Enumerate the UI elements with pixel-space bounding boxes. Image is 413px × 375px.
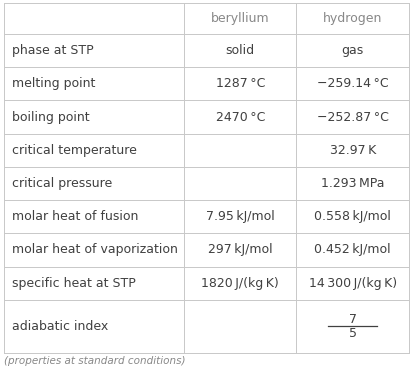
Text: 7: 7 xyxy=(349,313,357,326)
Text: specific heat at STP: specific heat at STP xyxy=(12,277,136,290)
Text: 297 kJ/mol: 297 kJ/mol xyxy=(208,243,273,256)
Text: 2470 °C: 2470 °C xyxy=(216,111,265,124)
Text: critical temperature: critical temperature xyxy=(12,144,137,157)
Text: 1820 J/(kg K): 1820 J/(kg K) xyxy=(202,277,279,290)
Text: molar heat of vaporization: molar heat of vaporization xyxy=(12,243,178,256)
Text: 0.558 kJ/mol: 0.558 kJ/mol xyxy=(314,210,391,223)
Text: gas: gas xyxy=(342,44,364,57)
Text: −259.14 °C: −259.14 °C xyxy=(317,77,389,90)
Text: solid: solid xyxy=(226,44,255,57)
Text: 14 300 J/(kg K): 14 300 J/(kg K) xyxy=(309,277,397,290)
Text: critical pressure: critical pressure xyxy=(12,177,112,190)
Text: 5: 5 xyxy=(349,327,357,340)
Text: 32.97 K: 32.97 K xyxy=(330,144,376,157)
Text: molar heat of fusion: molar heat of fusion xyxy=(12,210,138,223)
Text: 1287 °C: 1287 °C xyxy=(216,77,265,90)
Text: beryllium: beryllium xyxy=(211,12,270,25)
Text: phase at STP: phase at STP xyxy=(12,44,94,57)
Text: hydrogen: hydrogen xyxy=(323,12,382,25)
Text: −252.87 °C: −252.87 °C xyxy=(317,111,389,124)
Text: 7.95 kJ/mol: 7.95 kJ/mol xyxy=(206,210,275,223)
Text: (properties at standard conditions): (properties at standard conditions) xyxy=(4,356,185,366)
Text: 1.293 MPa: 1.293 MPa xyxy=(321,177,385,190)
Text: melting point: melting point xyxy=(12,77,95,90)
Text: adiabatic index: adiabatic index xyxy=(12,320,108,333)
Text: 0.452 kJ/mol: 0.452 kJ/mol xyxy=(314,243,391,256)
Text: boiling point: boiling point xyxy=(12,111,90,124)
